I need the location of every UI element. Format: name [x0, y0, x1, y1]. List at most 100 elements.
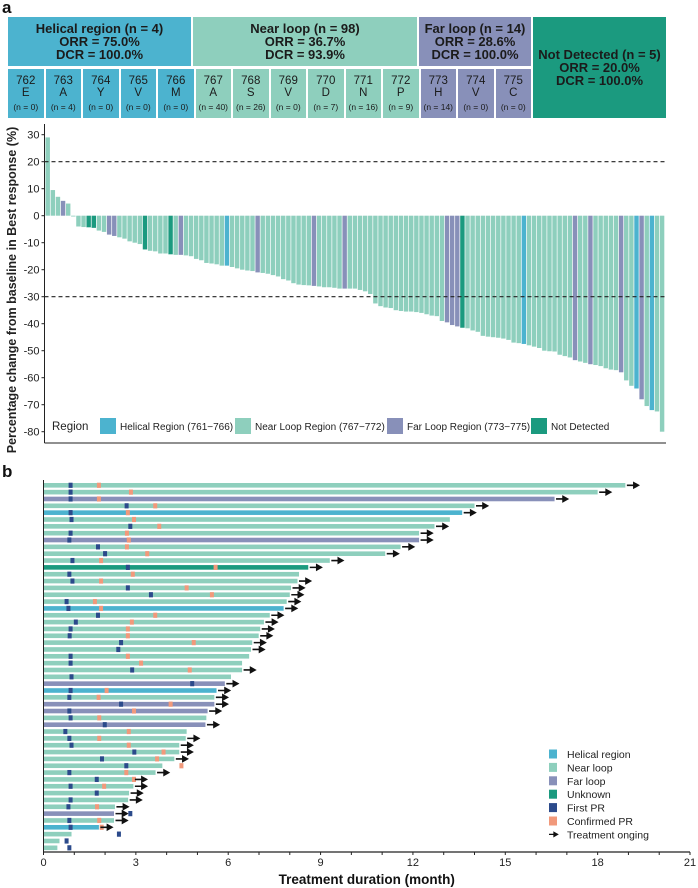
region-group-box: Not Detected (n = 5) ORR = 20.0% DCR = 100…	[533, 17, 666, 118]
confirmed-pr-marker	[125, 653, 130, 659]
swimmer-bar	[43, 722, 206, 727]
legend-label: Confirmed PR	[567, 816, 633, 828]
swimmer-bar	[43, 763, 163, 769]
waterfall-bar	[112, 215, 117, 236]
waterfall-bar	[117, 215, 122, 238]
region-group-orr: ORR = 36.7%	[264, 34, 346, 49]
confirmed-pr-marker	[124, 544, 129, 550]
waterfall-bar	[193, 215, 199, 259]
waterfall-bar	[122, 215, 127, 239]
waterfall-bar	[644, 215, 649, 407]
waterfall-bar	[229, 215, 235, 267]
residue-aa: N	[359, 86, 368, 99]
ongoing-arrow-icon	[420, 536, 434, 544]
waterfall-bar	[158, 215, 163, 254]
residue-box: 767 A (n = 40)	[195, 69, 231, 118]
first-pr-marker	[99, 756, 104, 762]
waterfall-bar	[178, 215, 184, 255]
ongoing-arrow-icon	[261, 625, 275, 633]
ongoing-arrow-icon	[292, 584, 306, 592]
confirmed-pr-marker	[132, 516, 137, 523]
swimmer-bar	[43, 654, 250, 659]
region-group-box: Far loop (n = 14) ORR = 28.6% DCR = 100.0%	[419, 17, 531, 66]
y-tick-label: -80	[24, 427, 40, 439]
first-pr-marker	[124, 503, 129, 509]
confirmed-pr-marker	[184, 585, 189, 591]
swimmer-bar	[43, 831, 72, 837]
waterfall-bar	[460, 215, 465, 328]
y-tick-label: -10	[24, 238, 40, 250]
confirmed-pr-marker	[155, 756, 160, 762]
residue-aa: P	[396, 86, 405, 99]
residue-box: 771 N (n = 16)	[345, 69, 381, 118]
ongoing-arrow-icon	[116, 802, 130, 811]
ongoing-arrow-icon	[180, 741, 194, 750]
residue-n: (n = 0)	[163, 101, 189, 112]
swimmer-bar	[43, 517, 450, 522]
legend-label: Far Loop Region (773−775)	[407, 422, 530, 433]
residue-aa: A	[59, 86, 68, 99]
waterfall-bar	[634, 215, 639, 389]
waterfall-bar	[219, 215, 224, 266]
residue-pos: 771	[353, 74, 373, 87]
ongoing-arrow-icon	[386, 549, 400, 558]
waterfall-bar	[71, 215, 76, 217]
waterfall-bar	[552, 215, 557, 352]
waterfall-bar	[388, 215, 393, 309]
swimmer-bar	[43, 606, 284, 611]
confirmed-pr-marker	[153, 503, 158, 509]
confirmed-pr-marker	[213, 564, 218, 570]
x-tick-label: 9	[318, 857, 324, 869]
swimmer-bar	[43, 551, 386, 556]
residue-n: (n = 14)	[423, 101, 454, 112]
waterfall-bar	[142, 215, 148, 250]
confirmed-pr-marker	[126, 742, 131, 748]
swimmer-bar	[43, 524, 435, 529]
ongoing-arrow-icon	[206, 720, 221, 729]
residue-n: (n = 0)	[500, 101, 526, 112]
waterfall-bar	[608, 215, 614, 370]
waterfall-bar	[96, 215, 102, 231]
ongoing-arrow-icon	[130, 789, 144, 797]
ongoing-arrow-icon	[134, 782, 149, 791]
first-pr-marker	[103, 551, 108, 557]
swimmer-bar	[43, 571, 300, 577]
swimmer-bar	[43, 783, 134, 789]
waterfall-bar	[86, 215, 91, 228]
swimmer-bar	[43, 592, 290, 598]
first-pr-marker	[68, 715, 73, 721]
first-pr-marker	[69, 516, 74, 523]
residue-pos: 772	[391, 74, 411, 87]
waterfall-bar	[45, 137, 50, 216]
x-tick-label: 21	[684, 857, 696, 869]
first-pr-marker	[94, 776, 99, 783]
waterfall-bar	[531, 215, 537, 347]
first-pr-marker	[67, 845, 72, 851]
confirmed-pr-marker	[125, 510, 130, 516]
swimmer-bar	[43, 530, 420, 536]
residue-box: 775 C (n = 0)	[495, 69, 531, 118]
waterfall-bar	[506, 215, 511, 340]
x-tick-label: 6	[225, 857, 231, 869]
first-pr-marker	[68, 797, 73, 803]
waterfall-bar	[265, 215, 271, 274]
ongoing-arrow-icon	[288, 597, 302, 606]
y-axis-label: Percentage change from baseline in Best …	[5, 127, 19, 454]
waterfall-bar	[475, 215, 480, 332]
confirmed-pr-marker	[96, 694, 101, 700]
swimmer-bar	[43, 777, 134, 782]
waterfall-bar	[245, 215, 250, 271]
swimmer-bar	[43, 626, 261, 632]
first-pr-marker	[116, 646, 121, 653]
waterfall-bar	[301, 215, 306, 286]
swimmer-bar	[43, 729, 187, 734]
swimmer-bar	[43, 599, 287, 604]
confirmed-pr-marker	[191, 640, 196, 646]
waterfall-bar	[398, 215, 404, 312]
first-pr-marker	[66, 804, 71, 810]
swimmer-bar	[43, 845, 58, 851]
residue-box: 763 A (n = 4)	[45, 69, 81, 118]
x-tick-label: 3	[133, 857, 139, 869]
swimmer-bar	[43, 770, 156, 775]
waterfall-bar	[378, 215, 383, 307]
